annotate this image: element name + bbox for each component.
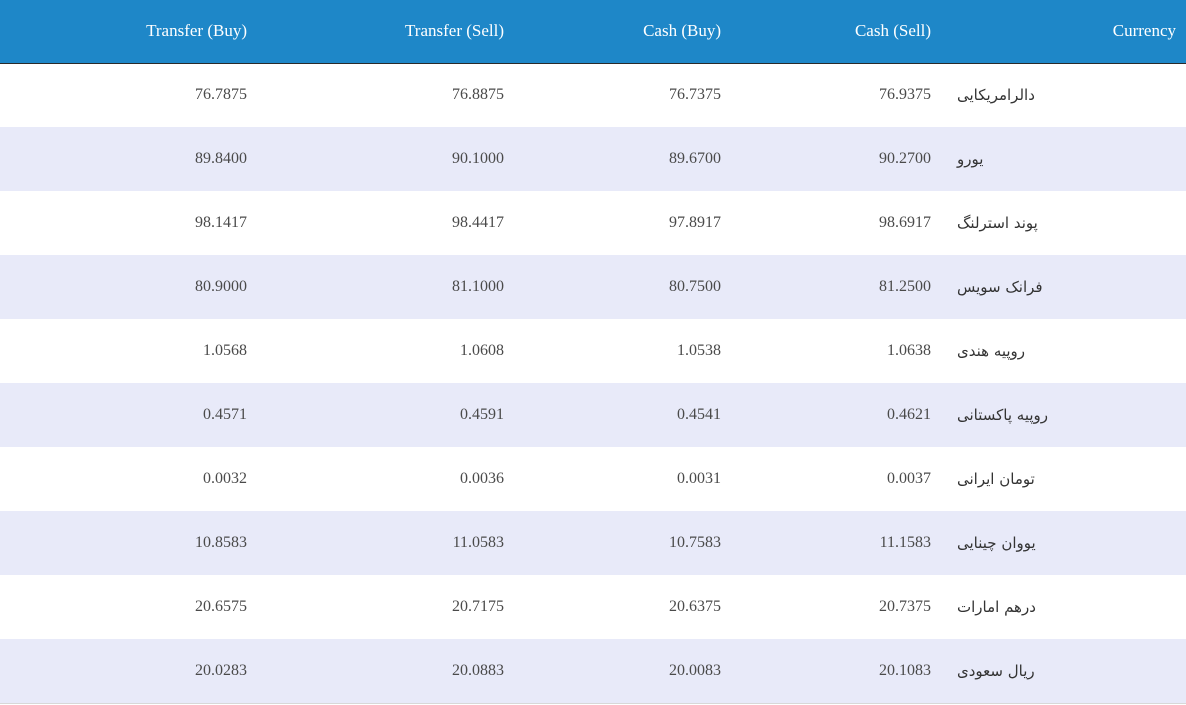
cell-cash-buy: 10.7583	[669, 534, 721, 551]
cell-transfer-buy: 89.8400	[195, 150, 247, 167]
cell-currency: روپیه هندی	[957, 342, 1026, 360]
table-row: 20.6575 20.7175 20.6375 20.7375 درهم اما…	[0, 575, 1186, 639]
cell-currency: یووان چینایی	[957, 534, 1036, 552]
table-header: Transfer (Buy) Transfer (Sell) Cash (Buy…	[0, 0, 1186, 64]
cell-currency: ریال سعودی	[947, 639, 1186, 704]
cell-transfer-sell: 98.4417	[452, 214, 504, 231]
cell-transfer-buy: 20.6575	[195, 598, 247, 615]
cell-cash-sell: 11.1583	[879, 534, 931, 551]
cell-transfer-buy: 0.4571	[203, 406, 247, 423]
cell-transfer-sell: 90.1000	[452, 150, 504, 167]
header-transfer-buy: Transfer (Buy)	[0, 0, 263, 64]
cell-currency: درهم امارات	[957, 598, 1036, 616]
cell-currency: روپیه پاکستانی	[957, 406, 1049, 424]
table-row: 20.0283 20.0883 20.0083 20.1083 ریال سعو…	[0, 639, 1186, 704]
cell-transfer-sell: 11.0583	[452, 534, 504, 551]
cell-cash-buy: 89.6700	[669, 150, 721, 167]
cell-transfer-sell: 81.1000	[452, 278, 504, 295]
header-cash-buy: Cash (Buy)	[520, 0, 737, 64]
table-row: 76.7875 76.8875 76.7375 76.9375 دالرامری…	[0, 63, 1186, 127]
cell-cash-sell: 20.1083	[737, 639, 947, 704]
table-row: 0.0032 0.0036 0.0031 0.0037 تومان ایرانی	[0, 447, 1186, 511]
cell-currency: دالرامریکایی	[957, 86, 1035, 105]
table-row: 89.8400 90.1000 89.6700 90.2700 یورو	[0, 127, 1186, 191]
cell-cash-sell: 1.0638	[887, 342, 931, 359]
cell-transfer-sell: 20.7175	[452, 598, 504, 615]
cell-cash-buy: 0.0031	[677, 470, 721, 487]
table-row: 98.1417 98.4417 97.8917 98.6917 پوند است…	[0, 191, 1186, 255]
header-row: Transfer (Buy) Transfer (Sell) Cash (Buy…	[0, 0, 1186, 64]
cell-currency: فرانک سویس	[957, 278, 1043, 296]
cell-currency: یورو	[957, 150, 984, 168]
cell-transfer-sell: 20.0883	[263, 639, 520, 704]
cell-cash-buy: 20.0083	[520, 639, 737, 704]
cell-cash-sell: 20.7375	[879, 598, 931, 615]
cell-cash-sell: 81.2500	[879, 278, 931, 295]
cell-transfer-sell: 1.0608	[460, 342, 504, 359]
cell-transfer-buy: 76.7875	[195, 86, 247, 104]
cell-cash-buy: 97.8917	[669, 214, 721, 231]
cell-cash-buy: 1.0538	[677, 342, 721, 359]
cell-cash-buy: 80.7500	[669, 278, 721, 295]
header-transfer-sell: Transfer (Sell)	[263, 0, 520, 64]
cell-transfer-buy: 0.0032	[203, 470, 247, 487]
table-row: 1.0568 1.0608 1.0538 1.0638 روپیه هندی	[0, 319, 1186, 383]
header-cash-sell: Cash (Sell)	[737, 0, 947, 64]
table-row: 10.8583 11.0583 10.7583 11.1583 یووان چی…	[0, 511, 1186, 575]
cell-cash-sell: 90.2700	[879, 150, 931, 167]
cell-cash-buy: 76.7375	[669, 86, 721, 104]
cell-currency: تومان ایرانی	[957, 470, 1035, 488]
table-row: 80.9000 81.1000 80.7500 81.2500 فرانک سو…	[0, 255, 1186, 319]
cell-currency: پوند استرلنگ	[957, 214, 1038, 232]
cell-transfer-sell: 0.4591	[460, 406, 504, 423]
cell-cash-buy: 0.4541	[677, 406, 721, 423]
table-body: 76.7875 76.8875 76.7375 76.9375 دالرامری…	[0, 63, 1186, 704]
cell-cash-sell: 0.0037	[887, 470, 931, 487]
cell-cash-buy: 20.6375	[669, 598, 721, 615]
cell-transfer-sell: 76.8875	[452, 86, 504, 104]
cell-transfer-buy: 20.0283	[0, 639, 263, 704]
cell-transfer-buy: 10.8583	[195, 534, 247, 551]
cell-transfer-buy: 80.9000	[195, 278, 247, 295]
cell-cash-sell: 0.4621	[887, 406, 931, 423]
header-currency: Currency	[947, 0, 1186, 64]
cell-transfer-sell: 0.0036	[460, 470, 504, 487]
table-row: 0.4571 0.4591 0.4541 0.4621 روپیه پاکستا…	[0, 383, 1186, 447]
cell-cash-sell: 98.6917	[879, 214, 931, 231]
cell-transfer-buy: 1.0568	[203, 342, 247, 359]
cell-transfer-buy: 98.1417	[195, 214, 247, 231]
cell-cash-sell: 76.9375	[879, 86, 931, 104]
